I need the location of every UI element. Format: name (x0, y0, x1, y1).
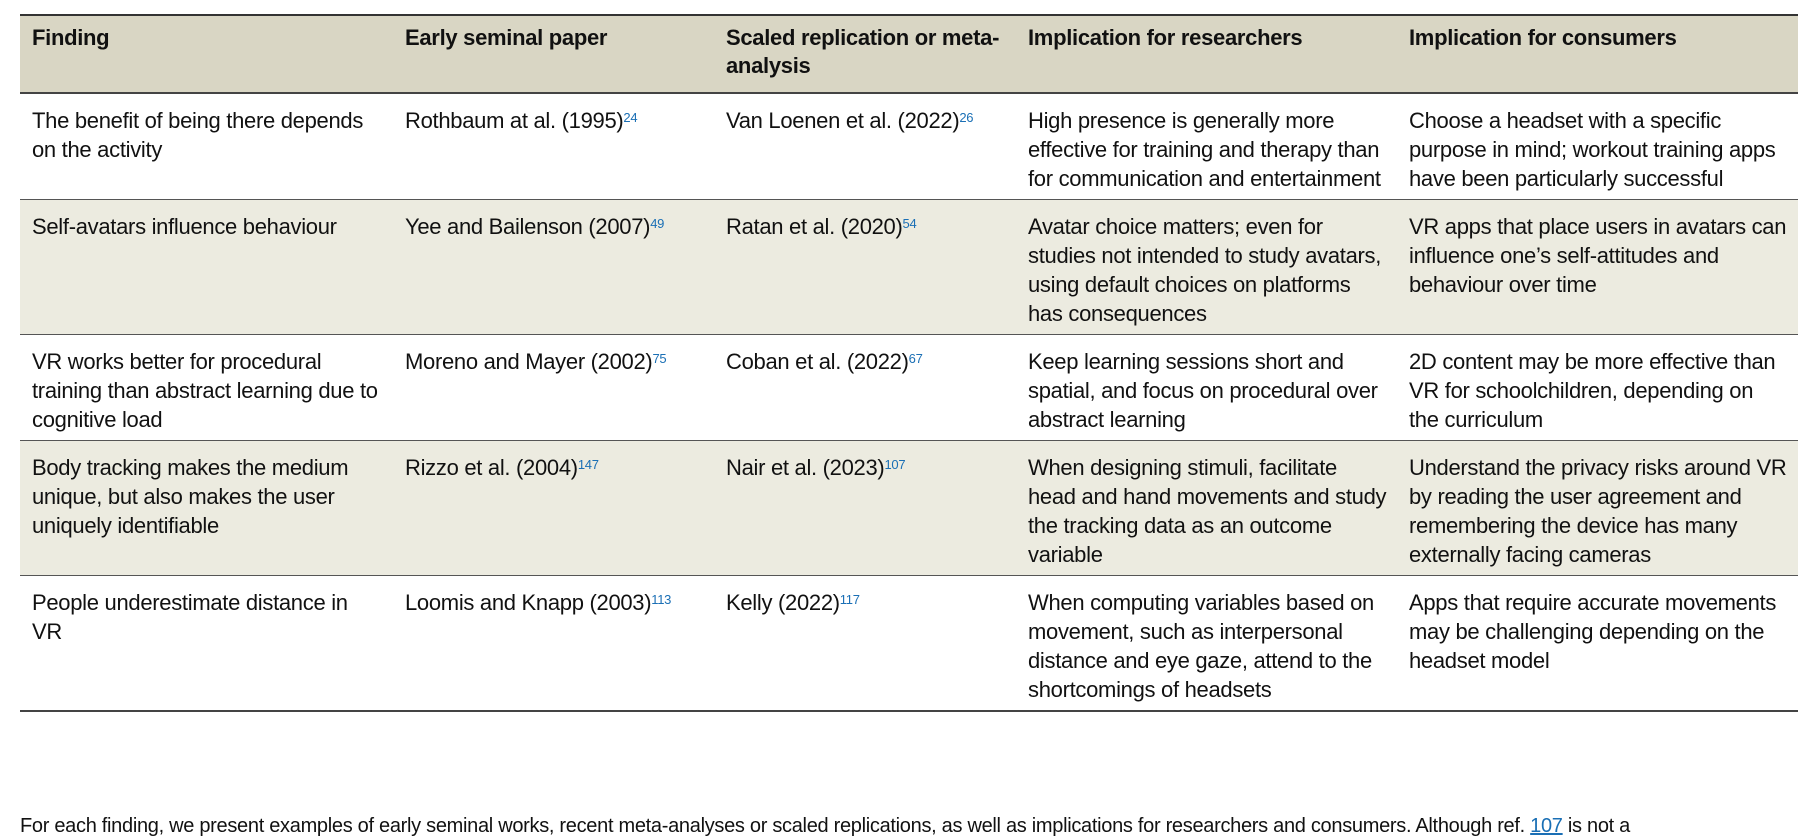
cell-finding: VR works better for procedural training … (32, 349, 378, 432)
cell-seminal: Moreno and Mayer (2002)75 (393, 335, 714, 441)
table-row: VR works better for procedural training … (20, 335, 1798, 441)
cell-replication: Kelly (2022)117 (714, 576, 1016, 712)
cell-consumers: Apps that require accurate movements may… (1409, 590, 1777, 673)
header-seminal: Early seminal paper (405, 25, 608, 50)
cell-seminal: Rothbaum at al. (1995)24 (393, 93, 714, 200)
table-row: Self-avatars influence behaviour Yee and … (20, 199, 1798, 335)
cell-researchers: High presence is generally more effectiv… (1028, 108, 1381, 191)
cell-consumers: Understand the privacy risks around VR b… (1409, 455, 1787, 567)
table-row: The benefit of being there depends on th… (20, 93, 1798, 200)
seminal-citation: Yee and Bailenson (2007) (405, 214, 651, 239)
table-footnote: For each finding, we present examples of… (20, 815, 1630, 838)
ref-link[interactable]: 26 (959, 110, 974, 125)
table-row: People underestimate distance in VR Loomi… (20, 576, 1798, 712)
ref-link[interactable]: 24 (623, 110, 638, 125)
cell-researchers: Keep learning sessions short and spatial… (1028, 349, 1378, 432)
ref-link[interactable]: 67 (908, 351, 923, 366)
cell-consumers: VR apps that place users in avatars can … (1409, 214, 1787, 297)
findings-table: Finding Early seminal paper Scaled repli… (20, 14, 1798, 712)
ref-link[interactable]: 49 (650, 216, 665, 231)
cell-seminal: Loomis and Knapp (2003)113 (393, 576, 714, 712)
cell-seminal: Yee and Bailenson (2007)49 (393, 200, 714, 335)
cell-consumers: 2D content may be more effective than VR… (1409, 349, 1776, 432)
cell-replication: Ratan et al. (2020)54 (714, 200, 1016, 335)
cell-finding: Body tracking makes the medium unique, b… (32, 455, 349, 538)
cell-researchers: When designing stimuli, facilitate head … (1028, 455, 1387, 567)
cell-replication: Coban et al. (2022)67 (714, 335, 1016, 441)
footnote-text-end: is not a (1562, 815, 1630, 837)
cell-replication: Nair et al. (2023)107 (714, 441, 1016, 576)
ref-link[interactable]: 75 (652, 351, 667, 366)
replication-citation: Nair et al. (2023) (726, 455, 885, 480)
ref-link[interactable]: 147 (577, 457, 599, 472)
replication-citation: Kelly (2022) (726, 590, 840, 615)
cell-researchers: Avatar choice matters; even for studies … (1028, 214, 1382, 326)
table-header-row: Finding Early seminal paper Scaled repli… (20, 15, 1798, 93)
header-researchers: Implication for researchers (1028, 25, 1303, 50)
table-row: Body tracking makes the medium unique, b… (20, 440, 1798, 576)
header-replication: Scaled replication or meta-analysis (726, 25, 1000, 78)
seminal-citation: Moreno and Mayer (2002) (405, 349, 653, 374)
seminal-citation: Rizzo et al. (2004) (405, 455, 578, 480)
cell-researchers: When computing variables based on moveme… (1028, 590, 1374, 702)
ref-link[interactable]: 107 (1530, 815, 1563, 837)
footnote-text: For each finding, we present examples of… (20, 815, 1531, 837)
cell-finding: The benefit of being there depends on th… (32, 108, 364, 162)
seminal-citation: Loomis and Knapp (2003) (405, 590, 652, 615)
replication-citation: Ratan et al. (2020) (726, 214, 903, 239)
cell-consumers: Choose a headset with a specific purpose… (1409, 108, 1776, 191)
cell-replication: Van Loenen et al. (2022)26 (714, 93, 1016, 200)
replication-citation: Van Loenen et al. (2022) (726, 108, 960, 133)
seminal-citation: Rothbaum at al. (1995) (405, 108, 624, 133)
ref-link[interactable]: 107 (884, 457, 906, 472)
cell-seminal: Rizzo et al. (2004)147 (393, 441, 714, 576)
cell-finding: People underestimate distance in VR (32, 590, 348, 644)
header-finding: Finding (32, 25, 110, 50)
ref-link[interactable]: 113 (651, 592, 672, 607)
replication-citation: Coban et al. (2022) (726, 349, 909, 374)
ref-link[interactable]: 54 (902, 216, 917, 231)
ref-link[interactable]: 117 (839, 592, 860, 607)
cell-finding: Self-avatars influence behaviour (32, 214, 337, 239)
header-consumers: Implication for consumers (1409, 25, 1677, 50)
